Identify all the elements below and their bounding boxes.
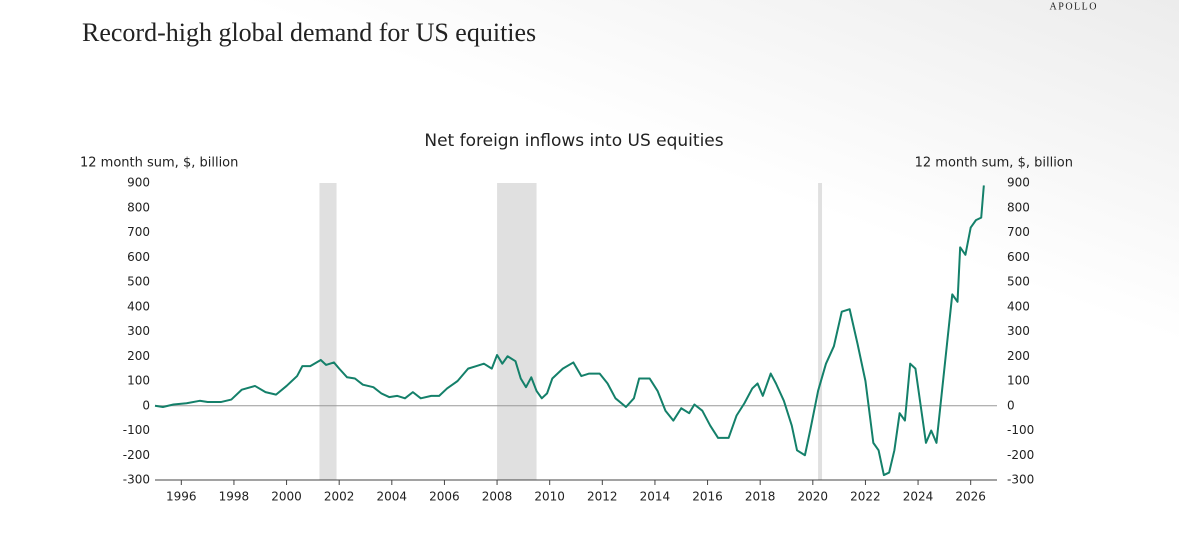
chart-subtitle: Net foreign inflows into US equities xyxy=(424,131,723,151)
x-tick-label: 2010 xyxy=(534,490,565,504)
x-tick-label: 1998 xyxy=(219,490,250,504)
x-tick-label: 2022 xyxy=(850,490,881,504)
y2-tick-label: 300 xyxy=(1007,324,1030,338)
x-tick-label: 2020 xyxy=(798,490,829,504)
y2-tick-label: 100 xyxy=(1007,374,1030,388)
x-tick-label: 2000 xyxy=(271,490,302,504)
x-tick-label: 2014 xyxy=(640,490,671,504)
x-tick-label: 2024 xyxy=(903,490,934,504)
y-tick-label: 400 xyxy=(127,299,150,313)
brand: APOLLO xyxy=(1050,1,1098,12)
data-line xyxy=(154,185,985,477)
y-tick-label: 900 xyxy=(127,176,150,190)
y2-tick-label: 800 xyxy=(1007,200,1030,214)
chart-title: Record-high global demand for US equitie… xyxy=(82,18,536,47)
y2-tick-label: 400 xyxy=(1007,299,1030,313)
y-tick-label: -300 xyxy=(123,473,150,487)
y2-tick-label: 200 xyxy=(1007,349,1030,363)
y-tick-label: -200 xyxy=(123,448,150,462)
x-tick-label: 2026 xyxy=(955,490,986,504)
y-tick-label: 100 xyxy=(127,374,150,388)
x-tick-label: 2016 xyxy=(692,490,723,504)
y-tick-label: 0 xyxy=(142,398,150,412)
y2-axis-label: 12 month sum, $, billion xyxy=(915,156,1073,171)
y2-tick-label: -100 xyxy=(1007,423,1034,437)
recession-band xyxy=(818,183,823,480)
y-tick-label: 600 xyxy=(127,250,150,264)
x-tick-label: 2018 xyxy=(745,490,776,504)
x-tick-label: 2004 xyxy=(377,490,408,504)
y2-tick-label: 700 xyxy=(1007,225,1030,239)
y2-tick-label: 0 xyxy=(1007,398,1015,412)
y2-tick-label: 900 xyxy=(1007,176,1030,190)
y2-tick-label: -300 xyxy=(1007,473,1034,487)
y2-tick-label: 500 xyxy=(1007,275,1030,289)
x-tick-label: 2006 xyxy=(429,490,460,504)
recession-band xyxy=(497,183,537,480)
y2-tick-label: -200 xyxy=(1007,448,1034,462)
x-tick-label: 2002 xyxy=(324,490,355,504)
x-tick-label: 2008 xyxy=(482,490,513,504)
recession-band xyxy=(319,183,337,480)
y-tick-label: -100 xyxy=(123,423,150,437)
y-tick-label: 300 xyxy=(127,324,150,338)
y-axis-label: 12 month sum, $, billion xyxy=(80,156,238,171)
y-tick-label: 500 xyxy=(127,275,150,289)
x-tick-label: 2012 xyxy=(587,490,618,504)
y2-tick-label: 600 xyxy=(1007,250,1030,264)
y-tick-label: 800 xyxy=(127,200,150,214)
y-tick-label: 700 xyxy=(127,225,150,239)
x-tick-label: 1996 xyxy=(166,490,197,504)
y-tick-label: 200 xyxy=(127,349,150,363)
